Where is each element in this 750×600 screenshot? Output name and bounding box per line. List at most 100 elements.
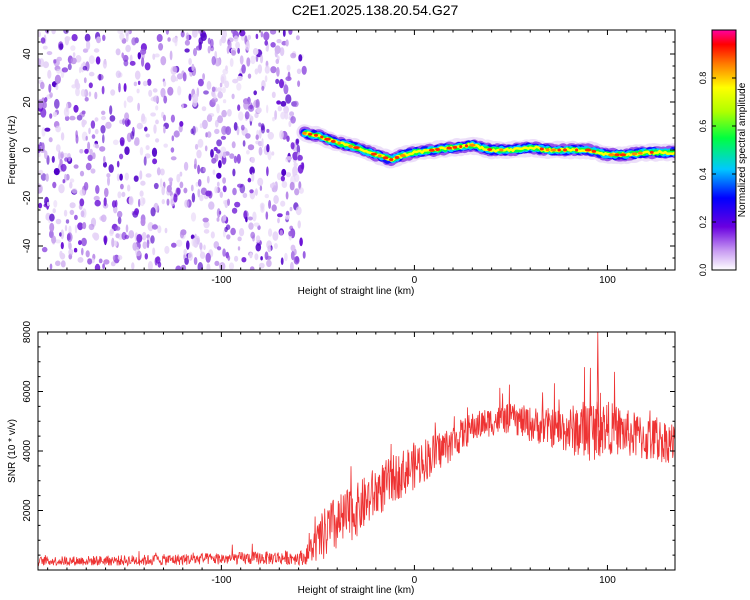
noise-blob [261,138,264,148]
noise-blob [161,186,165,196]
noise-blob [147,222,154,232]
noise-blob [222,151,227,158]
noise-blob [201,119,208,130]
ridge-peak [539,147,544,151]
noise-blob [51,155,55,163]
noise-blob [146,239,150,249]
noise-blob [103,155,106,164]
noise-blob [206,175,210,184]
noise-blob [266,104,269,114]
noise-blob [280,257,284,266]
noise-blob [75,134,79,144]
noise-blob [144,253,148,260]
noise-blob [201,106,207,112]
noise-blob [102,134,105,144]
noise-blob [94,128,99,135]
noise-blob [264,193,269,199]
noise-blob [150,235,155,244]
noise-blob [279,78,284,89]
noise-blob [234,255,239,262]
noise-blob [220,76,225,84]
noise-blob [280,200,286,207]
noise-blob [74,224,78,234]
noise-blob [219,191,223,198]
noise-blob [144,126,148,132]
noise-blob [126,119,131,126]
noise-blob [270,30,277,35]
noise-blob [184,199,190,208]
noise-blob [211,97,218,103]
noise-blob [75,87,80,97]
noise-blob [79,170,85,177]
noise-blob [138,198,141,208]
noise-blob [224,80,230,89]
noise-blob [102,34,106,41]
noise-blob [94,117,99,122]
noise-blob [229,58,234,67]
noise-blob [152,158,158,165]
noise-blob [203,244,206,251]
spectrogram-marks [38,30,675,270]
noise-blob [231,93,235,100]
noise-blob [176,239,183,247]
ridge-peak [452,145,458,149]
noise-blob [115,226,121,231]
noise-blob [68,242,72,250]
noise-blob [233,155,238,164]
noise-blob [131,262,135,270]
noise-blob [249,114,253,122]
noise-blob [250,55,256,65]
noise-blob [211,56,216,66]
noise-blob [255,243,262,252]
noise-blob [88,223,95,231]
noise-blob [197,138,204,148]
noise-blob [250,156,255,164]
noise-blob [93,48,100,53]
noise-blob [100,214,107,223]
noise-blob [41,126,46,137]
noise-blob [233,122,238,131]
noise-blob [294,188,300,196]
noise-blob [139,170,143,180]
noise-blob [271,151,275,156]
noise-blob [152,95,160,103]
noise-blob [296,68,302,75]
x-tick-label: 0 [412,275,418,286]
noise-blob [300,162,304,170]
noise-blob [49,113,53,119]
noise-blob [52,181,57,189]
noise-blob [297,80,301,87]
noise-blob [218,160,222,169]
ridge-peak [428,148,435,152]
noise-blob [166,198,170,206]
noise-blob [128,230,135,239]
noise-blob [69,181,73,189]
noise-blob [141,57,145,67]
noise-blob [214,128,220,135]
noise-blob [163,80,167,87]
noise-blob [257,177,264,187]
noise-blob [140,48,147,55]
noise-blob [67,63,72,71]
ridge-peak [353,146,360,150]
noise-blob [197,179,202,187]
noise-blob [207,37,211,45]
noise-blob [219,82,223,88]
noise-blob [183,248,187,256]
noise-blob [163,143,168,148]
noise-blob [245,41,250,51]
noise-blob [106,173,111,178]
noise-blob [153,182,159,190]
noise-blob [245,216,248,223]
x-tick-label: 100 [599,575,616,586]
noise-blob [67,232,73,243]
noise-blob [276,39,282,44]
noise-blob [264,75,268,83]
noise-blob [62,179,66,184]
noise-blob [85,162,92,171]
colorbar-tick-label: 0.4 [698,168,708,181]
noise-blob [42,45,48,50]
x-tick-label: 0 [412,575,418,586]
noise-blob [281,181,288,188]
noise-blob [95,185,100,194]
